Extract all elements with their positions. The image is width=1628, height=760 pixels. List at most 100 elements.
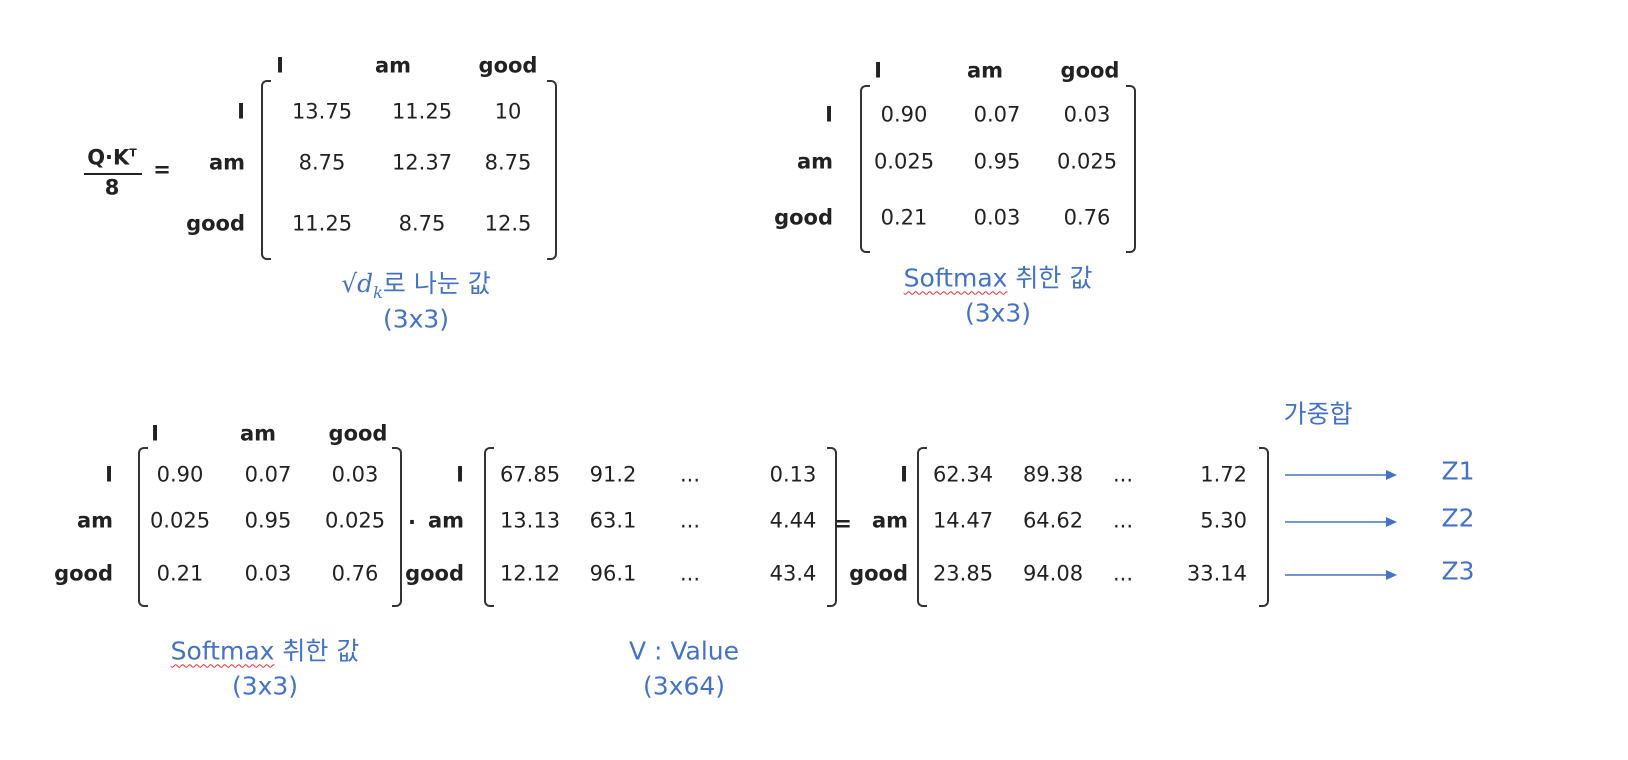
caption-shape: (3x3) — [964, 298, 1032, 328]
bracket-right — [1259, 447, 1269, 607]
cell: 96.1 — [589, 561, 637, 586]
row-label: I — [456, 462, 464, 487]
cell: 0.025 — [149, 508, 211, 533]
output-label: Z2 — [1441, 503, 1475, 533]
bracket-right — [827, 447, 837, 607]
cell: 13.13 — [499, 508, 561, 533]
row-label: I — [237, 99, 245, 124]
output-label: Z3 — [1441, 556, 1475, 586]
bracket-right — [392, 447, 402, 607]
cell: 0.95 — [244, 508, 292, 533]
caption: V : Value — [628, 636, 740, 666]
row-label: I — [105, 462, 113, 487]
cell: 8.75 — [484, 150, 532, 175]
column-label: am — [374, 53, 412, 78]
bracket-left — [917, 447, 927, 607]
cell: 23.85 — [932, 561, 994, 586]
cell: 13.75 — [291, 99, 353, 124]
cell: 0.025 — [1056, 149, 1118, 174]
column-label: I — [874, 58, 882, 83]
row-label: good — [774, 205, 833, 230]
cell: 1.72 — [1200, 462, 1247, 487]
cell: 12.5 — [484, 211, 532, 236]
caption: √dk로 나눈 값 — [341, 271, 491, 301]
column-label: am — [966, 58, 1004, 83]
cell: 0.76 — [1063, 205, 1111, 230]
cell: 12.37 — [391, 150, 453, 175]
cell: 0.025 — [324, 508, 386, 533]
caption-text: 취한 값 — [282, 636, 360, 666]
arrow-head — [1386, 517, 1397, 527]
row-label: good — [54, 561, 113, 586]
row-label: am — [796, 149, 833, 174]
bracket-left — [484, 447, 494, 607]
cell: 0.07 — [244, 462, 292, 487]
cell: 67.85 — [499, 462, 561, 487]
cell: 33.14 — [1186, 561, 1247, 586]
caption-word: Softmax — [170, 636, 275, 666]
output-label: Z1 — [1441, 456, 1475, 486]
column-label: I — [151, 421, 159, 446]
cell: 8.75 — [398, 211, 446, 236]
caption-word: Softmax — [903, 263, 1008, 293]
row-label: am — [871, 508, 908, 533]
fraction-bar — [84, 173, 142, 175]
caption-symbol: d — [357, 269, 374, 298]
dot-operator: · — [408, 510, 416, 535]
bracket-left — [138, 447, 148, 607]
cell: 11.25 — [291, 211, 353, 236]
cell: 0.90 — [880, 102, 928, 127]
caption-shape: (3x3) — [231, 671, 299, 701]
column-label: good — [328, 421, 388, 446]
bracket-left — [261, 80, 271, 260]
cell: 0.21 — [880, 205, 928, 230]
row-label: I — [900, 462, 908, 487]
caption-subscript: k — [373, 283, 383, 302]
row-label: good — [849, 561, 908, 586]
column-label: I — [276, 53, 284, 78]
caption-shape: (3x64) — [642, 671, 726, 701]
equals-sign: = — [834, 511, 852, 536]
cell: 0.025 — [873, 149, 935, 174]
row-label: am — [427, 508, 464, 533]
caption: Softmax 취한 값 — [904, 266, 1093, 291]
row-label: am — [208, 150, 245, 175]
cell: 14.47 — [932, 508, 994, 533]
cell: 11.25 — [391, 99, 453, 124]
caption-text: 취한 값 — [1015, 263, 1093, 293]
formula-superscript: T — [129, 146, 137, 160]
cell: ... — [1112, 462, 1134, 487]
cell: 43.4 — [769, 561, 817, 586]
row-label: good — [405, 561, 464, 586]
bracket-left — [860, 85, 870, 253]
cell: 94.08 — [1022, 561, 1084, 586]
row-label: am — [76, 508, 113, 533]
cell: 4.44 — [769, 508, 817, 533]
cell: 0.03 — [244, 561, 292, 586]
column-label: am — [239, 421, 277, 446]
bracket-right — [1126, 85, 1136, 253]
cell: ... — [1112, 508, 1134, 533]
cell: ... — [679, 462, 701, 487]
cell: 91.2 — [589, 462, 637, 487]
cell: 0.95 — [973, 149, 1021, 174]
cell: 0.21 — [156, 561, 204, 586]
cell: 62.34 — [932, 462, 994, 487]
cell: 89.38 — [1022, 462, 1084, 487]
weighted-sum-label: 가중합 — [1283, 399, 1353, 429]
column-label: good — [478, 53, 538, 78]
caption-shape: (3x3) — [382, 304, 450, 334]
cell: 63.1 — [589, 508, 637, 533]
cell: 0.03 — [1063, 102, 1111, 127]
column-label: good — [1060, 58, 1120, 83]
formula-equals: = — [153, 157, 171, 182]
row-label: I — [825, 102, 833, 127]
cell: ... — [1112, 561, 1134, 586]
cell: 0.90 — [156, 462, 204, 487]
cell: 12.12 — [499, 561, 561, 586]
cell: ... — [679, 561, 701, 586]
cell: 64.62 — [1022, 508, 1084, 533]
arrow-head — [1386, 470, 1397, 480]
bracket-right — [547, 80, 557, 260]
